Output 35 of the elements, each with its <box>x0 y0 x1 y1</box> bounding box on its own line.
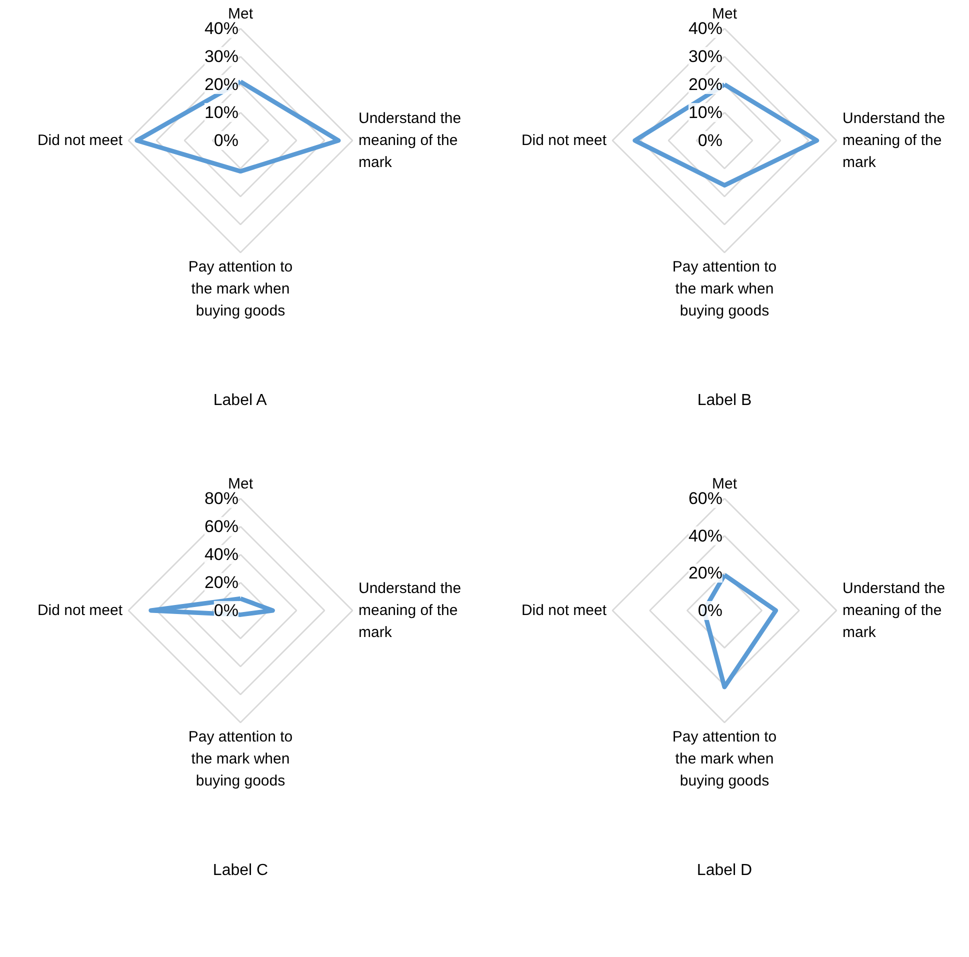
text: Label B <box>697 392 752 409</box>
y-tick-label: 20% <box>204 573 239 592</box>
y-tick-label: 10% <box>204 103 239 122</box>
y-tick-label: 80% <box>204 489 239 508</box>
spoke-label: Did not meet <box>37 132 124 149</box>
y-tick-label: 40% <box>688 526 723 546</box>
y-tick-label: 40% <box>204 19 239 38</box>
spoke-label: Understand the meaning of the mark <box>842 580 946 642</box>
y-tick-label: 0% <box>214 601 239 620</box>
spoke-label: Understand the meaning of the mark <box>842 110 946 172</box>
text: Label D <box>696 862 752 879</box>
y-tick-label: 10% <box>688 103 723 122</box>
spoke-label: Did not meet <box>37 602 124 619</box>
y-tick-label: 0% <box>214 131 239 150</box>
spoke-label: Did not meet <box>521 602 608 619</box>
spoke-label: Understand the meaning of the mark <box>358 110 462 172</box>
y-tick-label: 60% <box>204 517 239 536</box>
spoke-label: Pay attention to the mark when buying goods <box>672 728 777 790</box>
y-tick-label: 60% <box>688 489 723 508</box>
text: Label C <box>212 862 268 879</box>
spoke-label: Understand the meaning of the mark <box>358 580 462 642</box>
y-tick-label: 20% <box>204 75 239 94</box>
y-tick-label: 30% <box>688 47 723 66</box>
y-tick-label: 40% <box>204 545 239 564</box>
y-tick-label: 20% <box>688 75 723 94</box>
text: Label A <box>213 392 268 409</box>
spoke-label: Pay attention to the mark when buying goods <box>188 728 293 790</box>
y-tick-label: 30% <box>204 47 239 66</box>
y-tick-label: 0% <box>698 601 723 620</box>
y-tick-label: 40% <box>688 19 723 38</box>
y-tick-label: 20% <box>688 564 723 583</box>
spoke-label: Pay attention to the mark when buying goods <box>672 258 777 320</box>
spoke-label: Did not meet <box>521 132 608 149</box>
y-tick-label: 0% <box>698 131 723 150</box>
spoke-label: Pay attention to the mark when buying goods <box>188 258 293 320</box>
